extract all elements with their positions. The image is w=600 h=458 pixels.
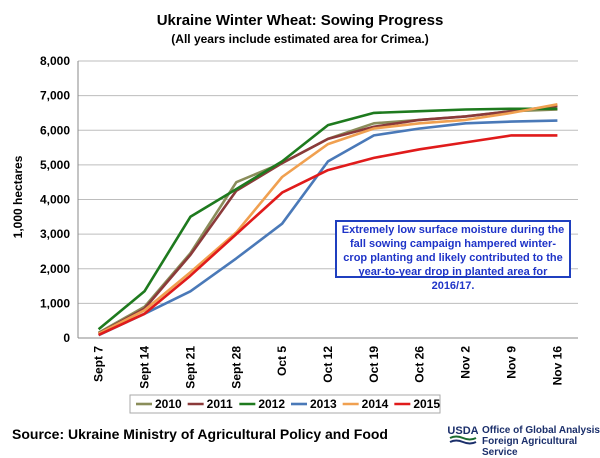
y-tick-label: 0 (63, 331, 70, 345)
legend-label-2014: 2014 (362, 397, 389, 411)
usda-office-text: Office of Global Analysis Foreign Agricu… (482, 425, 600, 458)
series-line-2013 (98, 119, 558, 337)
x-tick-label: Oct 12 (321, 346, 335, 383)
y-tick-label: 1,000 (40, 296, 70, 310)
x-tick-label: Nov 9 (504, 346, 518, 379)
series-line-2012 (97, 107, 558, 331)
legend-box (129, 394, 441, 414)
source-note: Source: Ukraine Ministry of Agricultural… (12, 426, 388, 442)
chart-title: Ukraine Winter Wheat: Sowing Progress (157, 12, 444, 29)
legend-label-2012: 2012 (258, 397, 285, 411)
y-tick-label: 7,000 (40, 89, 70, 103)
x-tick-label: Sept 14 (138, 346, 152, 389)
x-tick-label: Oct 26 (413, 346, 427, 383)
x-tick-label: Oct 5 (275, 346, 289, 376)
legend-label-2013: 2013 (310, 397, 337, 411)
series-line-2015 (98, 134, 558, 337)
office-line-1: Office of Global Analysis (482, 425, 600, 436)
y-tick-label: 3,000 (40, 227, 70, 241)
chart-subtitle: (All years include estimated area for Cr… (171, 32, 428, 46)
x-tick-label: Nov 2 (459, 346, 473, 379)
y-tick-label: 6,000 (40, 123, 70, 137)
annotation-box: Extremely low surface moisture during th… (335, 220, 571, 292)
y-axis-label: 1,000 hectares (11, 155, 25, 238)
legend-label-2011: 2011 (207, 397, 233, 411)
x-tick-label: Sept 28 (229, 346, 243, 389)
x-tick-label: Nov 16 (550, 346, 564, 386)
legend-label-2015: 2015 (413, 397, 440, 411)
y-tick-label: 4,000 (40, 193, 70, 207)
x-tick-label: Sept 7 (92, 346, 106, 382)
x-tick-label: Oct 19 (367, 346, 381, 383)
legend-label-2010: 2010 (155, 397, 182, 411)
series-line-2011 (97, 104, 558, 335)
office-line-2: Foreign Agricultural Service (482, 436, 578, 458)
usda-logo-icon: USDA (448, 425, 478, 445)
y-tick-label: 8,000 (40, 54, 70, 68)
y-tick-label: 2,000 (40, 262, 70, 276)
series-line-2014 (98, 103, 558, 335)
usda-logo-text: USDA (448, 425, 478, 437)
x-tick-label: Sept 21 (183, 346, 197, 389)
y-tick-label: 5,000 (40, 158, 70, 172)
